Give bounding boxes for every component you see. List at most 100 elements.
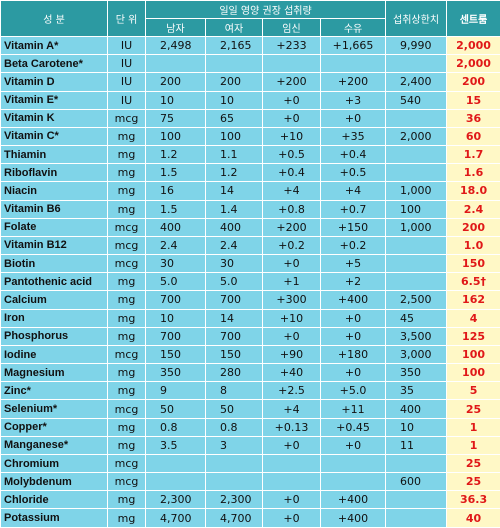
table-row: Selenium* mcg 50 50 +4 +11 400 25 [0, 399, 500, 419]
table-cell [262, 472, 321, 492]
table-row: Zinc* mg 9 8 +2.5 +5.0 35 5 [0, 381, 500, 401]
table-cell [385, 108, 448, 128]
table-cell: +0 [319, 363, 387, 383]
table-cell: 2,000 [385, 126, 448, 147]
table-cell: Zinc* [0, 381, 108, 401]
table-cell: 25 [446, 472, 500, 492]
table-cell: +1,665 [319, 35, 387, 56]
table-cell [205, 54, 263, 74]
table-cell: +5.0 [319, 381, 387, 401]
table-cell [145, 54, 206, 74]
table-cell: 400 [205, 217, 263, 237]
table-cell: 1.2 [205, 163, 263, 183]
table-row: Vitamin B12 mcg 2.4 2.4 +0.2 +0.2 1.0 [0, 235, 500, 256]
table-cell: mg [107, 435, 146, 455]
table-cell: 700 [205, 326, 263, 346]
table-cell: +0.45 [319, 417, 387, 437]
table-cell: 2,000 [446, 54, 500, 74]
table-cell [385, 163, 448, 183]
table-cell: +0 [319, 435, 387, 455]
table-cell [385, 508, 448, 528]
table-cell: +200 [262, 217, 321, 237]
table-row: Pantothenic acid mg 5.0 5.0 +1 +2 6.5† [0, 272, 500, 292]
table-cell [319, 54, 387, 74]
table-cell: +0 [262, 508, 321, 528]
table-cell: 200 [446, 72, 500, 92]
table-cell: 1,000 [385, 181, 448, 201]
table-cell: mg [107, 508, 146, 528]
table-header: 성 분 단 위 일일 영양 권장 섭취량 섭취상한치 센트룸 남자 여자 임신 … [0, 0, 500, 37]
table-cell: Thiamin [0, 145, 108, 165]
table-row: Vitamin B6 mg 1.5 1.4 +0.8 +0.7 100 2.4 [0, 199, 500, 219]
table-cell: Vitamin A* [0, 35, 108, 56]
table-row: Niacin mg 16 14 +4 +4 1,000 18.0 [0, 181, 500, 201]
table-cell: +0 [319, 108, 387, 128]
table-cell: mg [107, 308, 146, 328]
table-cell: Vitamin D [0, 72, 108, 92]
table-cell: mcg [107, 399, 146, 419]
table-cell: 1.1 [205, 145, 263, 165]
table-cell: Molybdenum [0, 472, 108, 492]
table-row: Calcium mg 700 700 +300 +400 2,500 162 [0, 290, 500, 310]
table-row: Chloride mg 2,300 2,300 +0 +400 36.3 [0, 490, 500, 510]
table-cell: mg [107, 272, 146, 292]
table-row: Magnesium mg 350 280 +40 +0 350 100 [0, 363, 500, 383]
table-cell: 540 [385, 90, 448, 110]
table-cell: 1.7 [446, 145, 500, 165]
table-cell: mg [107, 363, 146, 383]
table-cell: 600 [385, 472, 448, 492]
table-cell: Biotin [0, 254, 108, 274]
table-cell: 700 [205, 290, 263, 310]
table-row: Beta Carotene* IU 2,000 [0, 54, 500, 74]
table-row: Thiamin mg 1.2 1.1 +0.5 +0.4 1.7 [0, 145, 500, 165]
table-cell: Iron [0, 308, 108, 328]
table-cell: mcg [107, 344, 146, 365]
table-cell: +233 [262, 35, 321, 56]
table-cell: +400 [319, 508, 387, 528]
table-cell: 36 [446, 108, 500, 128]
table-cell [145, 472, 206, 492]
table-cell: 60 [446, 126, 500, 147]
table-cell [385, 235, 448, 256]
table-cell: +300 [262, 290, 321, 310]
table-cell [385, 254, 448, 274]
table-cell: Beta Carotene* [0, 54, 108, 74]
table-cell: 2.4 [205, 235, 263, 256]
table-cell: IU [107, 35, 146, 56]
table-row: Molybdenum mcg 600 25 [0, 472, 500, 492]
table-cell: Phosphorus [0, 326, 108, 346]
table-cell: 400 [145, 217, 206, 237]
table-cell: +0.2 [262, 235, 321, 256]
table-cell: mg [107, 181, 146, 201]
table-cell: 50 [145, 399, 206, 419]
table-cell: +90 [262, 344, 321, 365]
table-cell: +0 [262, 254, 321, 274]
table-cell: +3 [319, 90, 387, 110]
table-cell: 25 [446, 399, 500, 419]
table-cell: +0.4 [262, 163, 321, 183]
table-cell: 1,000 [385, 217, 448, 237]
table-cell: 15 [446, 90, 500, 110]
table-row: Iron mg 10 14 +10 +0 45 4 [0, 308, 500, 328]
table-cell: 1.5 [145, 199, 206, 219]
table-row: Folate mcg 400 400 +200 +150 1,000 200 [0, 217, 500, 237]
table-row: Manganese* mg 3.5 3 +0 +0 11 1 [0, 435, 500, 455]
table-cell: 200 [205, 72, 263, 92]
table-cell: 1 [446, 435, 500, 455]
table-row: Copper* mg 0.8 0.8 +0.13 +0.45 10 1 [0, 417, 500, 437]
table-cell: 100 [446, 344, 500, 365]
header-cell: 여자 [205, 18, 263, 37]
table-row: Potassium mg 4,700 4,700 +0 +400 40 [0, 508, 500, 528]
table-cell: +0.5 [319, 163, 387, 183]
table-cell: 50 [205, 399, 263, 419]
table-cell: 162 [446, 290, 500, 310]
table-cell: +0 [262, 435, 321, 455]
table-cell: 8 [205, 381, 263, 401]
table-cell: 5 [446, 381, 500, 401]
table-cell: mcg [107, 453, 146, 474]
table-cell: +10 [262, 308, 321, 328]
table-cell: 1.4 [205, 199, 263, 219]
table-cell: +0 [262, 490, 321, 510]
